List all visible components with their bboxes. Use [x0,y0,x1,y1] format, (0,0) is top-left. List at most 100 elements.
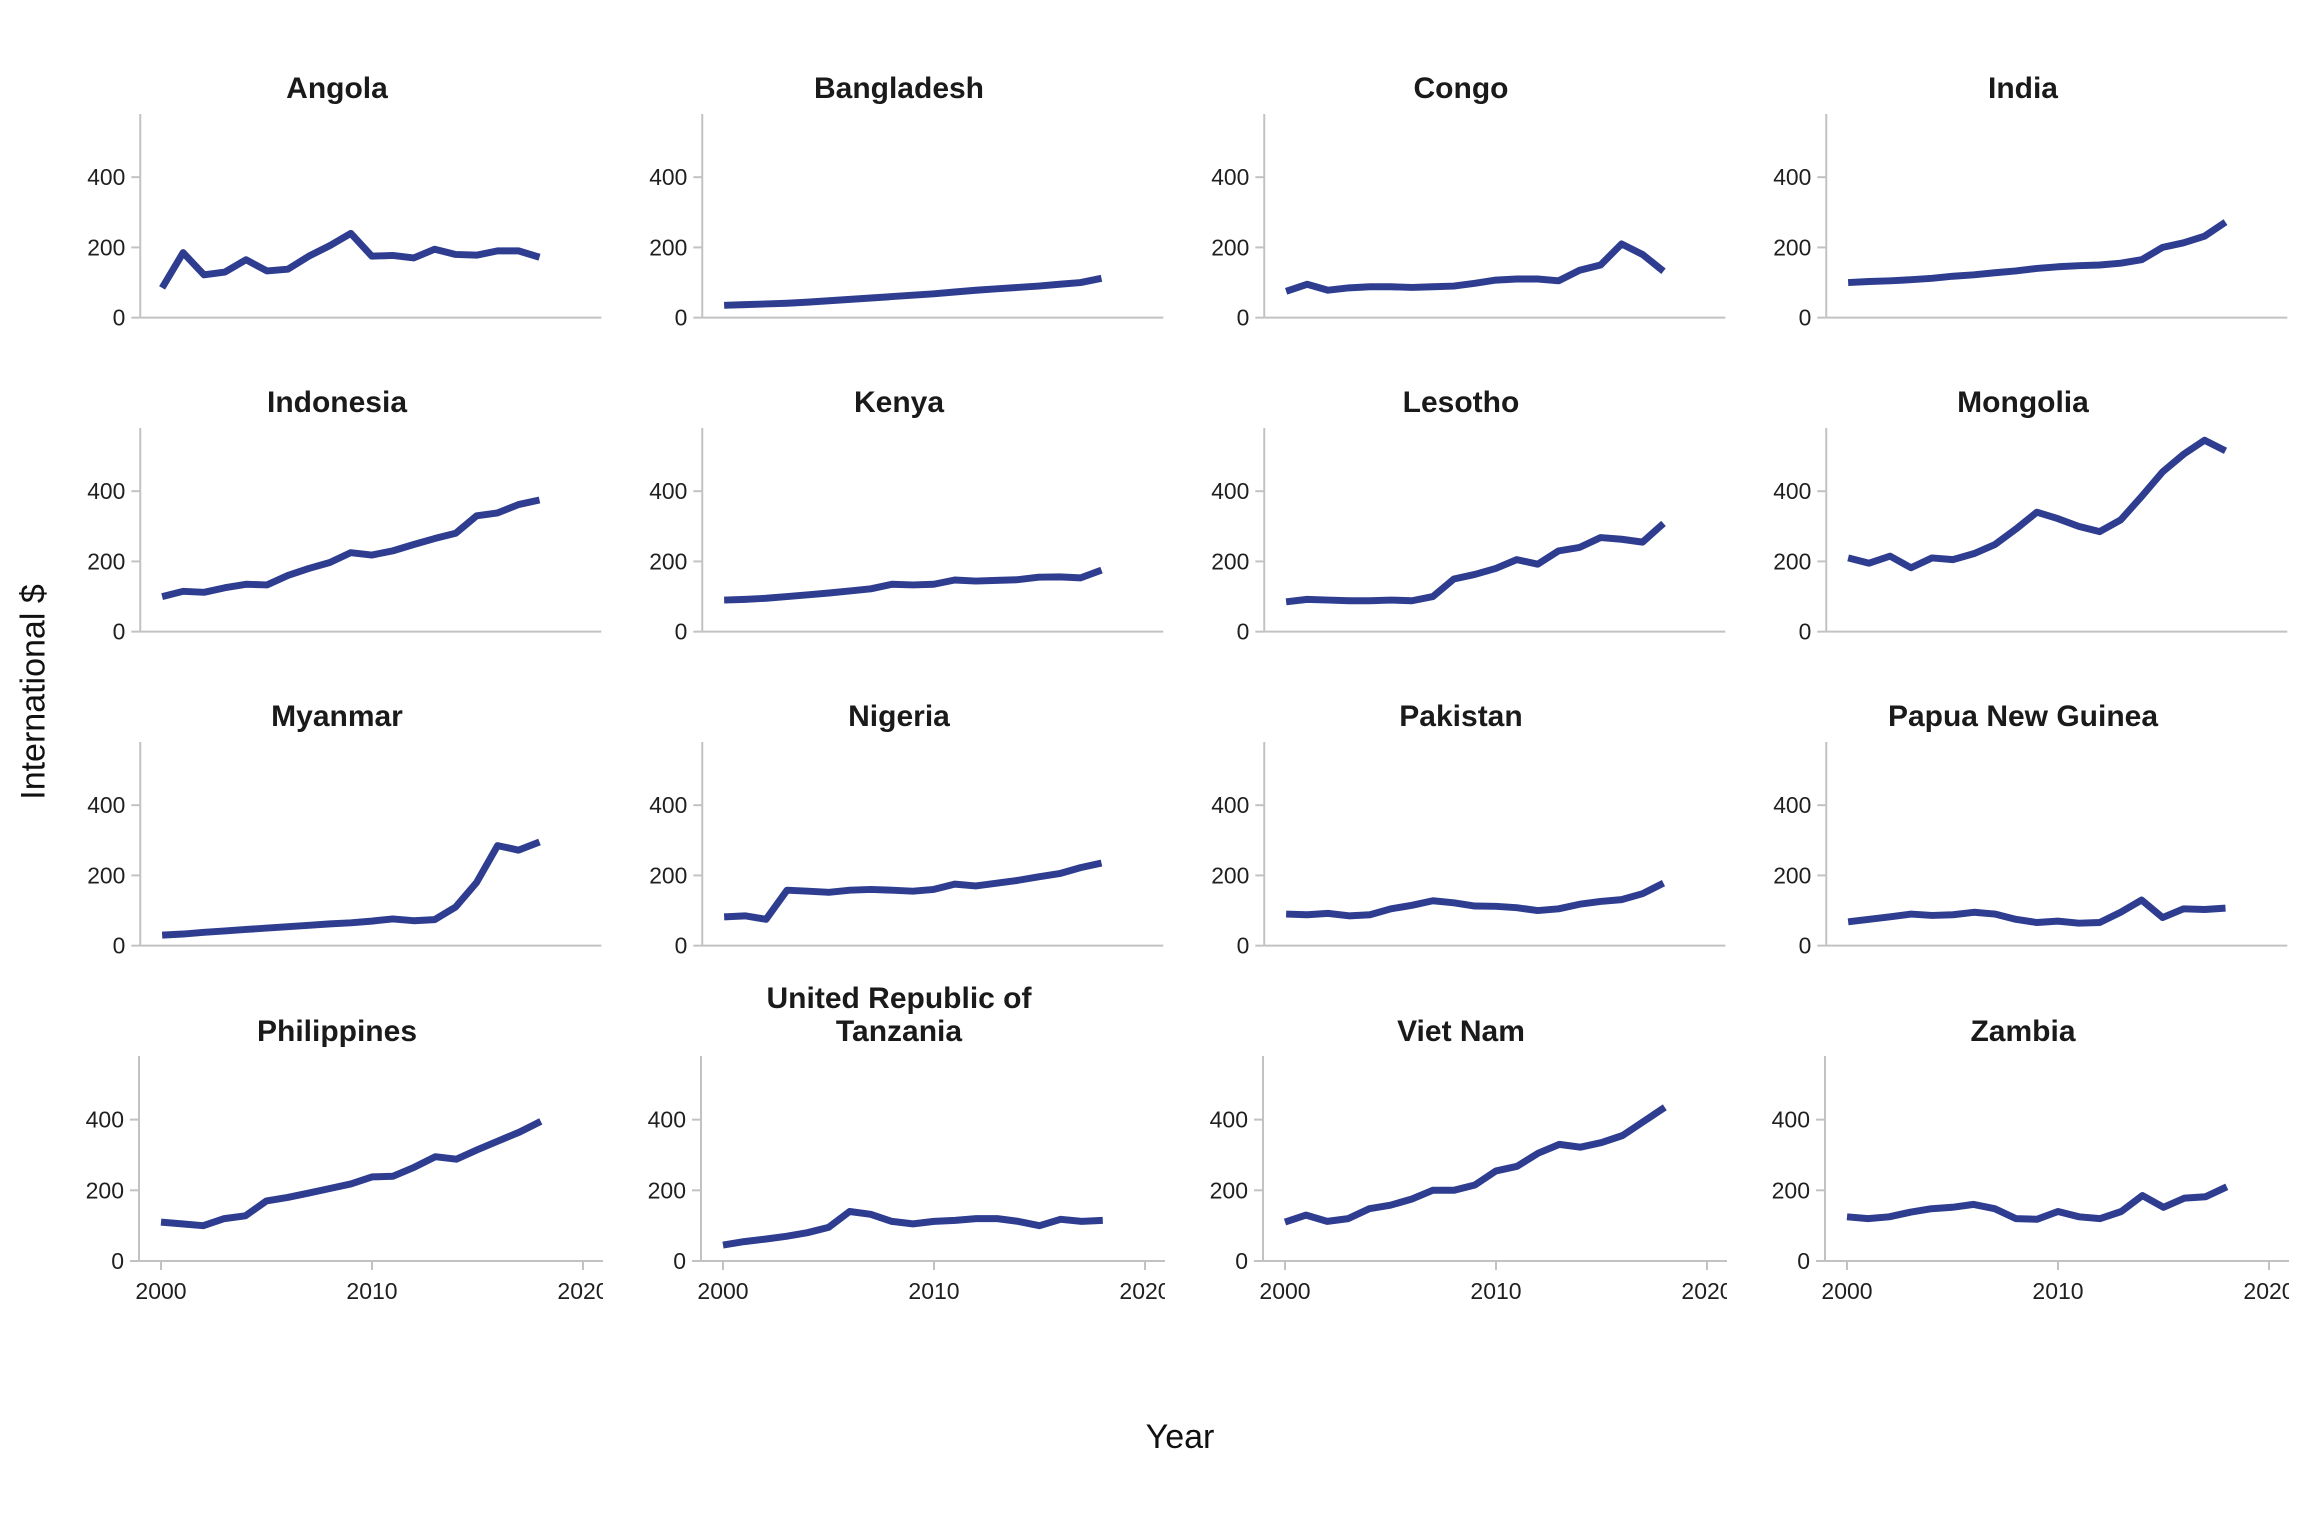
x-tick-label: 2000 [1821,1278,1872,1304]
y-tick-label: 200 [1772,1177,1810,1203]
y-tick-label: 400 [1772,1107,1810,1133]
x-tick-label: 2020 [1681,1278,1727,1304]
y-tick-label: 400 [87,478,125,504]
data-line [1847,218,2228,286]
y-tick-label: 200 [87,548,125,574]
x-tick-label: 2020 [557,1278,603,1304]
y-tick-label: 400 [1773,164,1811,190]
y-tick-label: 0 [675,304,688,330]
line-chart-nigeria: 0 200 400 [649,741,1164,958]
subplot-bangladesh: Bangladesh 0 200 400 [618,42,1180,356]
data-line [159,229,541,290]
y-tick-label: 200 [1211,862,1249,888]
line-chart-pakistan: 0 200 400 [1211,741,1726,958]
subplot-title: Mongolia [1957,386,2089,420]
x-tick-label: 2010 [2032,1278,2083,1304]
subplot-lesotho: Lesotho 0 200 400 [1180,356,1742,670]
line-chart-india: 0 200 400 [1773,113,2288,330]
x-axis-label: Year [1145,1418,1215,1456]
y-tick-label: 200 [649,234,687,260]
y-tick-label: 0 [1237,304,1250,330]
subplot-title: Lesotho [1402,386,1520,420]
data-line [723,859,1103,923]
y-tick-label: 200 [1773,234,1811,260]
line-chart-kenya: 0 200 400 [649,427,1164,644]
line-chart-papua-new-guinea: 0 200 400 [1773,741,2288,958]
subplot-angola: Angola 0 200 400 [56,42,618,356]
y-tick-label: 400 [1211,164,1249,190]
subplot-mongolia: Mongolia 0 200 400 [1742,356,2304,670]
data-line [1286,879,1666,919]
y-tick-label: 200 [87,234,125,260]
y-tick-label: 0 [1799,618,1812,644]
line-chart-indonesia: 0 200 400 [87,427,602,644]
data-line [1847,436,2228,571]
x-tick-label: 2010 [346,1278,397,1304]
subplot-nigeria: Nigeria 0 200 400 [618,670,1180,984]
y-tick-label: 0 [1797,1248,1810,1274]
subplot-title: India [1987,72,2058,106]
line-chart-mongolia: 0 200 400 [1773,427,2288,644]
subplot-title: Zambia [1970,1014,2076,1048]
y-tick-label: 200 [87,862,125,888]
subplot-title: Papua New Guinea [1887,700,2159,734]
subplot-papua-new-guinea: Papua New Guinea 0 200 400 [1742,670,2304,984]
y-tick-label: 0 [673,1248,686,1274]
x-tick-label: 2000 [697,1278,748,1304]
subplot-title: Myanmar [271,700,403,734]
subplot-india: India 0 200 400 [1742,42,2304,356]
data-line [1283,1104,1667,1226]
y-tick-label: 0 [1237,932,1250,958]
subplot-title: Kenya [853,386,945,420]
data-line [722,1208,1103,1249]
x-tick-label: 2000 [1259,1278,1310,1304]
subplot-viet-nam: Viet Nam 0 200 400 2000 2010 2020 [1180,984,1742,1344]
subplot-congo: Congo 0 200 400 [1180,42,1742,356]
y-tick-label: 0 [675,618,688,644]
x-tick-label: 2000 [135,1278,186,1304]
data-line [1285,240,1666,295]
y-tick-label: 200 [1211,234,1249,260]
line-chart-angola: 0 200 400 [87,113,602,330]
subplot-zambia: Zambia 0 200 400 2000 2010 2020 [1742,984,2304,1344]
data-line [161,496,541,600]
y-tick-label: 0 [1237,618,1250,644]
x-tick-label: 2010 [1470,1278,1521,1304]
y-tick-label: 400 [1211,478,1249,504]
y-axis-label: International $ [14,584,53,800]
data-line [160,1118,543,1230]
line-chart-united-republic-of-tanzania: 0 200 400 2000 2010 2020 [648,1056,1165,1304]
data-line [1847,896,2226,927]
y-tick-label: 0 [113,304,126,330]
x-tick-label: 2010 [908,1278,959,1304]
subplot-title: Congo [1413,72,1509,106]
line-chart-lesotho: 0 200 400 [1211,427,1726,644]
subplot-title: Bangladesh [813,72,985,106]
y-tick-label: 200 [649,862,687,888]
y-tick-label: 200 [1773,862,1811,888]
y-tick-label: 0 [1799,932,1812,958]
subplot-kenya: Kenya 0 200 400 [618,356,1180,670]
y-tick-label: 400 [1773,792,1811,818]
y-tick-label: 0 [113,932,126,958]
y-tick-label: 400 [87,164,125,190]
line-chart-congo: 0 200 400 [1211,113,1726,330]
y-tick-label: 0 [675,932,688,958]
x-tick-label: 2020 [2243,1278,2289,1304]
subplot-title: Pakistan [1399,700,1523,734]
subplot-title: Philippines [256,1014,418,1048]
data-line [161,838,541,939]
y-tick-label: 200 [648,1177,686,1203]
line-chart-philippines: 0 200 400 2000 2010 2020 [86,1056,603,1304]
y-tick-label: 200 [1210,1177,1248,1203]
line-chart-viet-nam: 0 200 400 2000 2010 2020 [1210,1056,1727,1304]
subplot-grid: Angola 0 200 400 Bangladesh 0 200 400 Congo 0 200 4… [56,42,2304,1344]
y-tick-label: 200 [1211,548,1249,574]
y-tick-label: 400 [87,792,125,818]
subplot-title: Indonesia [266,386,408,420]
line-chart-bangladesh: 0 200 400 [649,113,1164,330]
x-tick-label: 2020 [1119,1278,1165,1304]
y-tick-label: 400 [86,1107,124,1133]
subplot-title: United Republic of Tanzania [766,982,1032,1048]
